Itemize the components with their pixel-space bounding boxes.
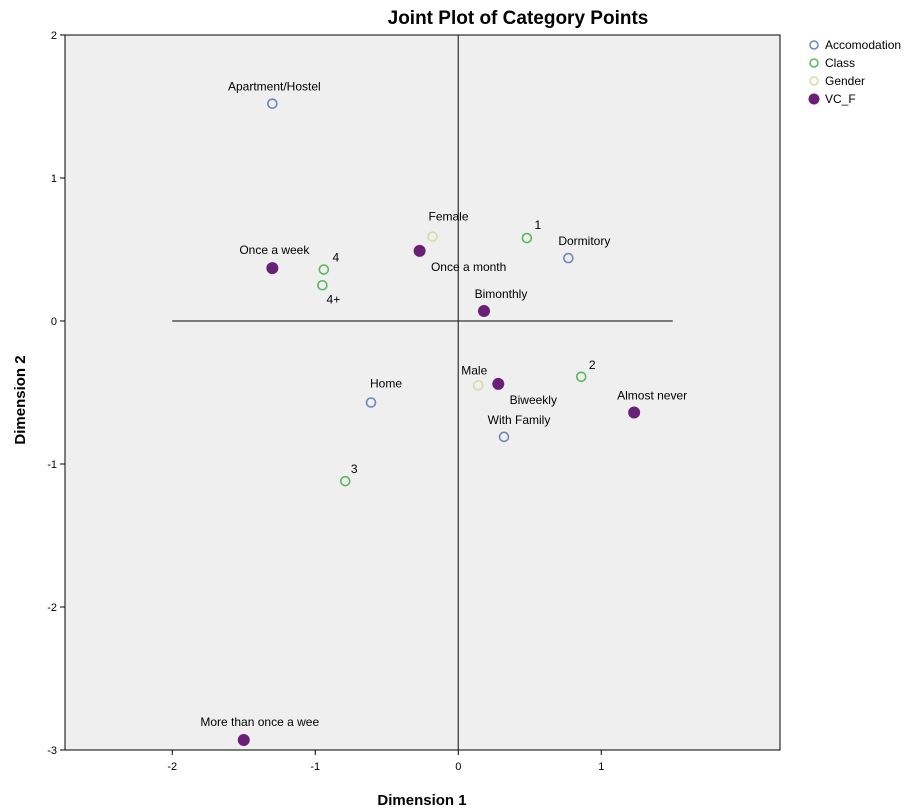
point-accomodation <box>267 98 278 109</box>
point-label: 2 <box>589 358 596 372</box>
legend-label: Accomodation <box>825 38 901 52</box>
point-class <box>575 371 587 383</box>
point-accomodation <box>365 397 377 408</box>
y-tick-label: -2 <box>47 602 57 614</box>
y-axis-title: Dimension 2 <box>12 355 29 444</box>
point-labels: Apartment/Hostel Dormitory Home With Family… <box>200 80 687 729</box>
legend-label: Gender <box>825 74 865 88</box>
point-label: Once a week <box>239 243 310 257</box>
point-label: 4+ <box>327 292 341 306</box>
point-label: Dormitory <box>558 234 610 248</box>
plot-area <box>64 34 781 751</box>
point-class <box>317 279 328 291</box>
y-tick-label: 0 <box>51 316 57 328</box>
point-vc-f <box>237 733 250 746</box>
x-tick-label: 0 <box>455 761 461 773</box>
legend-marker <box>809 76 819 86</box>
point-gender <box>427 231 438 242</box>
point-accomodation <box>498 431 510 443</box>
point-vc-f <box>266 262 279 275</box>
point-vc-f <box>413 244 426 257</box>
point-label: 1 <box>535 218 542 232</box>
point-class <box>521 232 533 244</box>
y-tick-label: 2 <box>51 30 57 42</box>
point-class <box>318 264 330 275</box>
point-label: With Family <box>488 413 551 427</box>
legend-marker <box>809 58 819 68</box>
chart-title: Joint Plot of Category Points <box>388 8 649 29</box>
point-label: 4 <box>332 251 339 265</box>
y-tick-label: -1 <box>47 459 57 471</box>
point-vc-f <box>492 377 505 390</box>
x-tick-label: -1 <box>310 761 320 773</box>
legend-label: Class <box>825 56 855 70</box>
data-points <box>237 98 641 746</box>
point-label: Almost never <box>617 389 687 403</box>
y-tick-label: -3 <box>47 745 57 757</box>
point-vc-f <box>628 406 641 419</box>
reference-lines <box>172 35 673 750</box>
point-label: Biweekly <box>510 393 557 407</box>
point-label: More than once a wee <box>200 715 319 729</box>
legend: Accomodation Class Gender VC_F <box>808 38 901 106</box>
point-accomodation <box>563 252 574 264</box>
legend-marker <box>808 93 820 105</box>
y-tick-label: 1 <box>51 173 57 185</box>
point-label: 3 <box>351 462 358 476</box>
point-class <box>339 475 351 487</box>
point-label: Home <box>370 377 402 391</box>
point-label: Bimonthly <box>475 287 528 301</box>
x-axis-title: Dimension 1 <box>377 792 466 809</box>
point-label: Once a month <box>431 260 506 274</box>
x-tick-label: 1 <box>598 761 604 773</box>
x-tick-label: -2 <box>167 761 177 773</box>
point-vc-f <box>477 304 490 317</box>
legend-label: VC_F <box>825 92 856 106</box>
point-label: Apartment/Hostel <box>228 80 321 94</box>
axis-ticks: -2 -1 0 1 2 1 0 -1 -2 -3 <box>47 30 604 773</box>
point-gender <box>472 380 484 391</box>
legend-marker <box>809 40 819 50</box>
point-label: Male <box>461 363 487 377</box>
point-label: Female <box>429 210 469 224</box>
